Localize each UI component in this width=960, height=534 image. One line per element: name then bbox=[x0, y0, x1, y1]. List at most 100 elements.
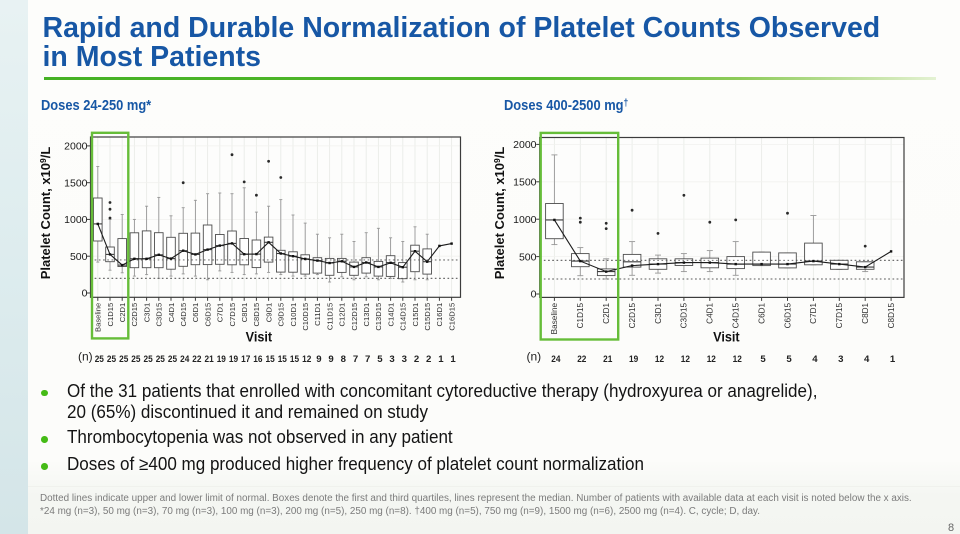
svg-text:7: 7 bbox=[365, 354, 370, 365]
svg-text:C12D1: C12D1 bbox=[338, 303, 347, 327]
svg-text:(n): (n) bbox=[78, 350, 93, 364]
svg-text:17: 17 bbox=[241, 354, 250, 365]
svg-text:2: 2 bbox=[414, 354, 419, 365]
svg-text:C7D15: C7D15 bbox=[835, 302, 844, 328]
svg-text:9: 9 bbox=[316, 354, 321, 365]
svg-text:C3D1: C3D1 bbox=[142, 303, 151, 322]
svg-text:C2D15: C2D15 bbox=[130, 303, 139, 327]
svg-text:C7D1: C7D1 bbox=[809, 302, 818, 323]
svg-text:8: 8 bbox=[341, 354, 347, 365]
svg-text:1: 1 bbox=[890, 354, 896, 365]
svg-text:C16D1: C16D1 bbox=[435, 303, 444, 327]
svg-text:1000: 1000 bbox=[513, 214, 537, 226]
svg-text:0: 0 bbox=[531, 289, 537, 301]
svg-text:25: 25 bbox=[107, 354, 117, 365]
svg-text:2000: 2000 bbox=[513, 139, 537, 151]
svg-text:19: 19 bbox=[629, 354, 638, 365]
svg-text:21: 21 bbox=[205, 354, 215, 365]
svg-text:C15D1: C15D1 bbox=[411, 303, 420, 327]
svg-text:7: 7 bbox=[353, 354, 358, 365]
svg-text:2000: 2000 bbox=[64, 141, 88, 153]
svg-text:5: 5 bbox=[377, 354, 383, 365]
svg-text:C13D1: C13D1 bbox=[362, 303, 371, 327]
svg-text:2: 2 bbox=[426, 354, 431, 365]
svg-text:C2D1: C2D1 bbox=[118, 303, 127, 322]
svg-text:Platelet Count, x109/L: Platelet Count, x109/L bbox=[492, 147, 507, 280]
svg-text:1500: 1500 bbox=[64, 177, 88, 189]
svg-text:C15D15: C15D15 bbox=[423, 303, 432, 331]
svg-text:C10D1: C10D1 bbox=[289, 303, 298, 327]
svg-text:500: 500 bbox=[519, 251, 537, 263]
svg-text:C8D15: C8D15 bbox=[252, 303, 261, 327]
svg-text:Baseline: Baseline bbox=[550, 302, 559, 334]
svg-text:C4D15: C4D15 bbox=[732, 302, 741, 328]
svg-text:C7D15: C7D15 bbox=[228, 303, 237, 327]
svg-text:C8D15: C8D15 bbox=[887, 302, 896, 328]
svg-text:1000: 1000 bbox=[64, 214, 88, 226]
svg-text:C8D1: C8D1 bbox=[240, 303, 249, 322]
svg-text:25: 25 bbox=[119, 354, 129, 365]
svg-text:C3D15: C3D15 bbox=[680, 302, 689, 328]
svg-text:C1D15: C1D15 bbox=[576, 302, 585, 328]
svg-text:19: 19 bbox=[217, 354, 226, 365]
svg-text:25: 25 bbox=[144, 354, 154, 365]
svg-text:5: 5 bbox=[760, 354, 766, 365]
svg-text:21: 21 bbox=[603, 354, 613, 365]
svg-text:Platelet Count, x109/L: Platelet Count, x109/L bbox=[38, 147, 53, 280]
svg-text:1: 1 bbox=[450, 354, 456, 365]
svg-text:C11D15: C11D15 bbox=[325, 303, 334, 330]
svg-text:C4D1: C4D1 bbox=[706, 302, 715, 323]
svg-text:C2D15: C2D15 bbox=[628, 302, 637, 328]
svg-text:C9D15: C9D15 bbox=[277, 303, 286, 327]
svg-text:C10D15: C10D15 bbox=[301, 303, 310, 331]
svg-text:12: 12 bbox=[733, 354, 742, 365]
svg-text:9: 9 bbox=[328, 354, 333, 365]
svg-text:16: 16 bbox=[253, 354, 262, 365]
svg-text:C3D15: C3D15 bbox=[155, 303, 164, 327]
svg-text:0: 0 bbox=[82, 288, 88, 300]
svg-text:C6D1: C6D1 bbox=[757, 302, 766, 323]
svg-text:4: 4 bbox=[864, 354, 870, 365]
svg-text:25: 25 bbox=[95, 354, 105, 365]
svg-text:22: 22 bbox=[192, 354, 201, 365]
svg-text:C13D15: C13D15 bbox=[374, 303, 383, 331]
svg-text:25: 25 bbox=[168, 354, 178, 365]
svg-text:C16D15: C16D15 bbox=[447, 303, 456, 331]
svg-text:C8D1: C8D1 bbox=[861, 302, 870, 323]
svg-text:12: 12 bbox=[302, 354, 311, 365]
svg-text:3: 3 bbox=[389, 354, 394, 365]
svg-text:C9D1: C9D1 bbox=[264, 303, 273, 322]
svg-text:24: 24 bbox=[180, 354, 190, 365]
svg-text:3: 3 bbox=[838, 354, 843, 365]
svg-text:25: 25 bbox=[156, 354, 166, 365]
svg-text:C6D15: C6D15 bbox=[783, 302, 792, 328]
svg-text:15: 15 bbox=[290, 354, 300, 365]
svg-text:C11D1: C11D1 bbox=[313, 303, 322, 326]
svg-text:5: 5 bbox=[786, 354, 792, 365]
svg-text:15: 15 bbox=[266, 354, 276, 365]
svg-text:1500: 1500 bbox=[513, 177, 537, 189]
svg-text:C6D15: C6D15 bbox=[203, 303, 212, 327]
svg-text:22: 22 bbox=[577, 354, 586, 365]
svg-text:25: 25 bbox=[131, 354, 141, 365]
svg-text:500: 500 bbox=[70, 251, 88, 263]
svg-text:C12D15: C12D15 bbox=[350, 303, 359, 331]
svg-text:C7D1: C7D1 bbox=[216, 303, 225, 322]
svg-text:C14D1: C14D1 bbox=[386, 303, 395, 327]
svg-text:3: 3 bbox=[402, 354, 407, 365]
svg-text:19: 19 bbox=[229, 354, 238, 365]
svg-text:Baseline: Baseline bbox=[94, 303, 103, 332]
svg-text:C14D15: C14D15 bbox=[399, 303, 408, 331]
svg-text:C4D15: C4D15 bbox=[179, 303, 188, 327]
svg-text:15: 15 bbox=[278, 354, 288, 365]
svg-text:12: 12 bbox=[707, 354, 716, 365]
svg-text:12: 12 bbox=[655, 354, 664, 365]
svg-text:C6D1: C6D1 bbox=[191, 303, 200, 322]
svg-text:1: 1 bbox=[438, 354, 444, 365]
svg-text:12: 12 bbox=[681, 354, 690, 365]
svg-text:4: 4 bbox=[812, 354, 818, 365]
svg-text:(n): (n) bbox=[527, 350, 542, 364]
svg-text:Visit: Visit bbox=[713, 330, 740, 345]
svg-text:C1D15: C1D15 bbox=[106, 303, 115, 327]
svg-text:Visit: Visit bbox=[246, 330, 273, 345]
